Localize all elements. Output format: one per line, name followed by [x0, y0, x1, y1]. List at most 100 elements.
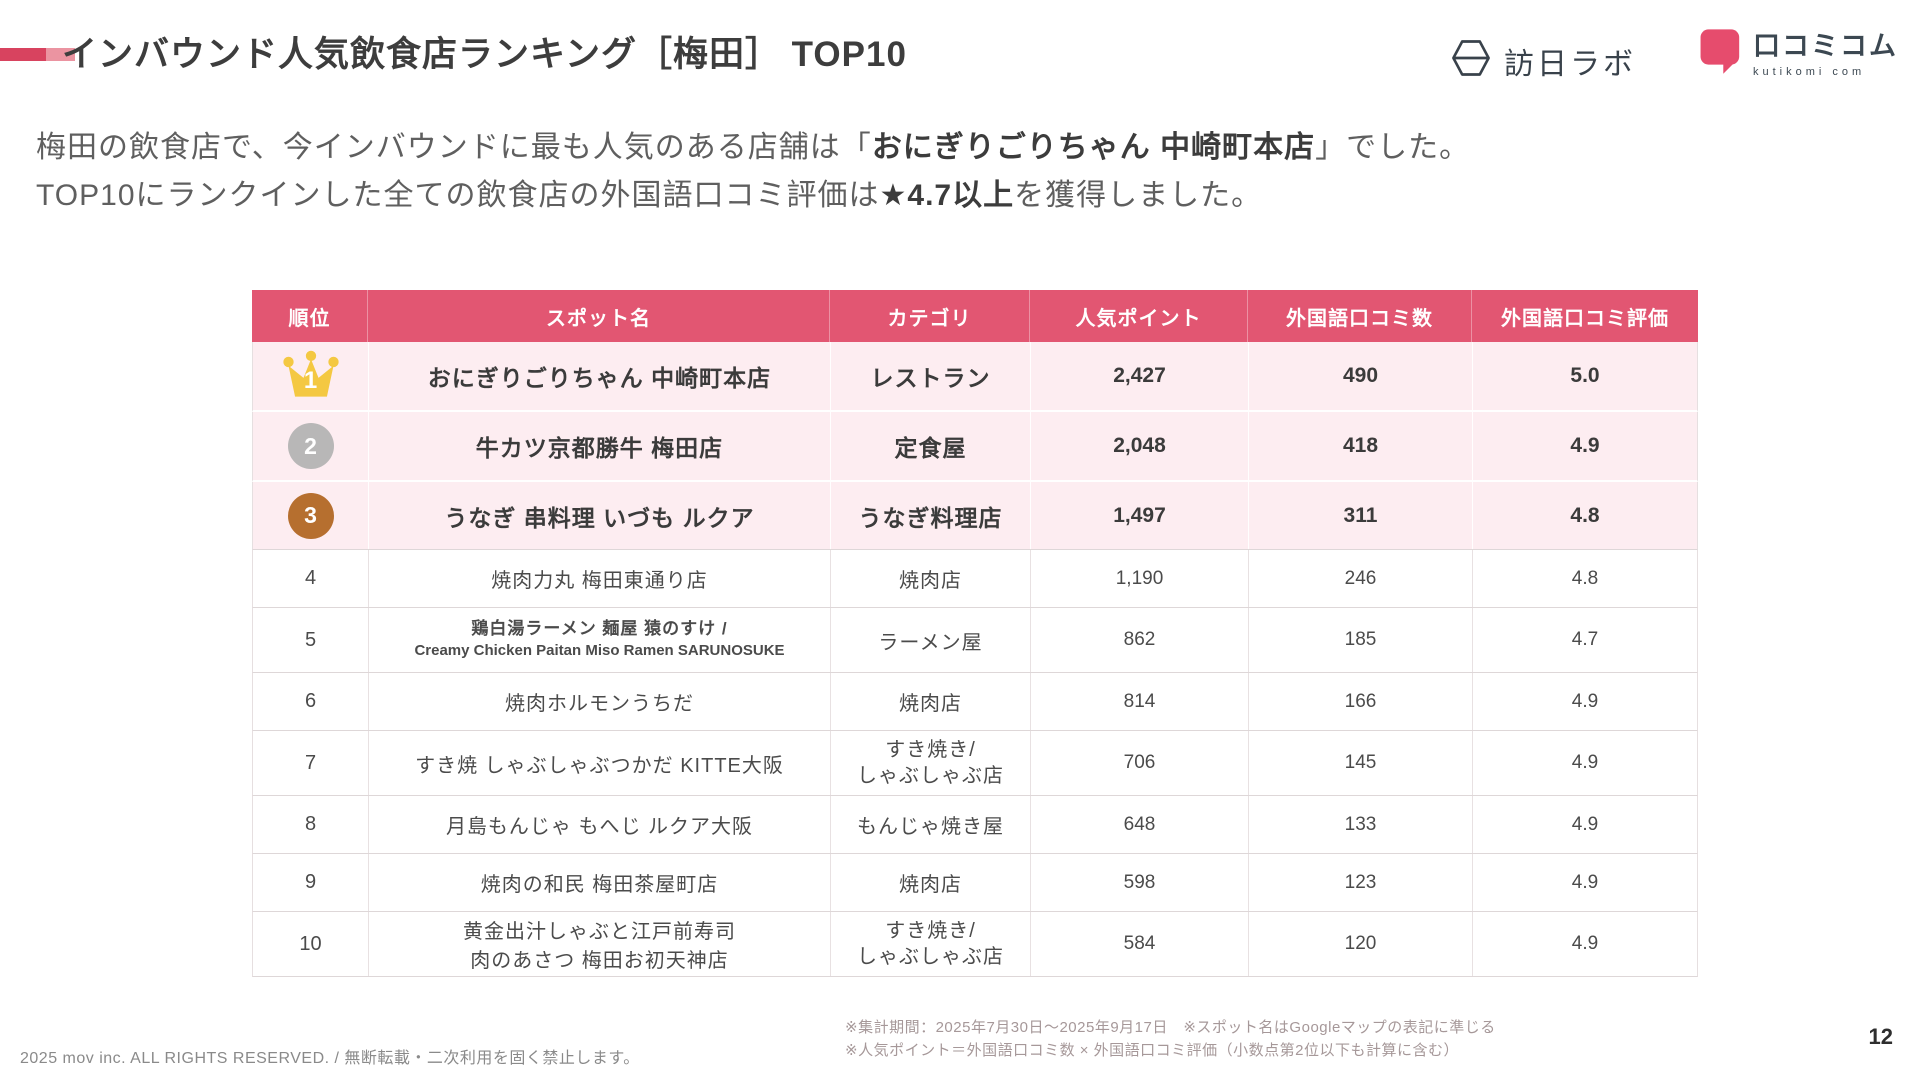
popularity-points: 598: [1031, 854, 1249, 911]
category: 焼肉店: [831, 550, 1031, 607]
speech-bubble-icon: [1698, 26, 1744, 81]
spot-name: 鶏白湯ラーメン 麺屋 猿のすけ / Creamy Chicken Paitan …: [369, 608, 831, 672]
header-review-rating: 外国語口コミ評価: [1501, 307, 1669, 330]
footnote-line-1: ※集計期間：2025年7月30日〜2025年9月17日 ※スポット名はGoogl…: [845, 1019, 1496, 1036]
table-row-7: 7 すき焼 しゃぶしゃぶつかだ KITTE大阪 すき焼き/ しゃぶしゃぶ店 70…: [252, 731, 1698, 796]
category: 定食屋: [831, 412, 1031, 480]
header-spot-name: スポット名: [368, 290, 830, 342]
header-category: カテゴリ: [830, 290, 1030, 342]
spot-name: すき焼 しゃぶしゃぶつかだ KITTE大阪: [369, 731, 831, 795]
page-title: インバウンド人気飲食店ランキング［梅田］ TOP10: [62, 35, 907, 74]
popularity-points: 648: [1031, 796, 1249, 853]
intro-line-2: TOP10にランクインした全ての飲食店の外国語口コミ評価は★4.7以上を獲得しま…: [36, 179, 1263, 212]
rank-cell: 2: [253, 412, 369, 480]
spot-name: 焼肉力丸 梅田東通り店: [369, 550, 831, 607]
popularity-points: 814: [1031, 673, 1249, 730]
copyright-text: 2025 mov inc. ALL RIGHTS RESERVED. / 無断転…: [20, 1050, 640, 1067]
popularity-points: 1,190: [1031, 550, 1249, 607]
popularity-points: 584: [1031, 912, 1249, 976]
review-count: 185: [1249, 608, 1473, 672]
category: 焼肉店: [831, 673, 1031, 730]
category: もんじゃ焼き屋: [831, 796, 1031, 853]
rank-cell: 10: [253, 912, 369, 976]
spot-name: 焼肉ホルモンうちだ: [369, 673, 831, 730]
review-rating: 5.0: [1570, 364, 1600, 387]
table-row-8: 8 月島もんじゃ もへじ ルクア大阪 もんじゃ焼き屋 648 133 4.9: [252, 796, 1698, 854]
header-popularity-points: 人気ポイント: [1030, 290, 1248, 342]
review-count: 123: [1249, 854, 1473, 911]
table-row-2: 2 牛カツ京都勝牛 梅田店 定食屋 2,048 418 4.9: [252, 412, 1698, 482]
rank-cell: 9: [253, 854, 369, 911]
review-count: 246: [1249, 550, 1473, 607]
ranking-table: 順位 スポット名 カテゴリ 人気ポイント 外国語口コミ数 外国語口コミ評価 1 …: [252, 290, 1698, 977]
review-rating: 4.9: [1571, 690, 1599, 712]
review-rating: 4.7: [1571, 629, 1599, 650]
review-rating: 4.9: [1571, 752, 1599, 773]
rank-3-badge: 3: [287, 492, 334, 539]
rank-cell: 8: [253, 796, 369, 853]
review-rating: 4.8: [1570, 503, 1600, 527]
header-rank: 順位: [252, 290, 368, 342]
page-number: 12: [1868, 1024, 1893, 1049]
table-row-10: 10 黄金出汁しゃぶと江戸前寿司 肉のあさつ 梅田お初天神店 すき焼き/ しゃぶ…: [252, 912, 1698, 977]
rank-cell: 6: [253, 673, 369, 730]
header-review-count: 外国語口コミ数: [1248, 290, 1472, 342]
title-accent-light: [46, 48, 75, 61]
crown-rank-1-icon: 1: [281, 349, 341, 403]
category: すき焼き/ しゃぶしゃぶ店: [831, 912, 1031, 976]
review-count: 120: [1249, 912, 1473, 976]
rank-cell: 3: [253, 482, 369, 549]
popularity-points: 862: [1031, 608, 1249, 672]
rank-cell: 1: [253, 342, 369, 410]
title-accent-dark: [0, 48, 46, 61]
spot-name: おにぎりごりちゃん 中崎町本店: [369, 342, 831, 410]
footnote-line-2: ※人気ポイント＝外国語口コミ数 × 外国語口コミ評価（小数点第2位以下も計算に含…: [845, 1042, 1460, 1060]
popularity-points: 706: [1031, 731, 1249, 795]
table-row-9: 9 焼肉の和民 梅田茶屋町店 焼肉店 598 123 4.9: [252, 854, 1698, 912]
spot-name: 黄金出汁しゃぶと江戸前寿司 肉のあさつ 梅田お初天神店: [369, 912, 831, 976]
kutikomi-subtitle: kutikomi com: [1753, 65, 1866, 78]
review-count: 418: [1249, 412, 1473, 480]
review-count: 166: [1249, 673, 1473, 730]
review-rating: 4.9: [1571, 933, 1599, 954]
honichi-lab-logo: 訪日ラボ: [1448, 36, 1636, 85]
rank-cell: 5: [253, 608, 369, 672]
spot-name: 月島もんじゃ もへじ ルクア大阪: [369, 796, 831, 853]
rating-highlight: ★4.7以上: [879, 179, 1015, 212]
kutikomi-wordmark: 口コミコム: [1753, 31, 1898, 61]
table-row-6: 6 焼肉ホルモンうちだ 焼肉店 814 166 4.9: [252, 673, 1698, 731]
table-row-5: 5 鶏白湯ラーメン 麺屋 猿のすけ / Creamy Chicken Paita…: [252, 608, 1698, 673]
spot-name: 焼肉の和民 梅田茶屋町店: [369, 854, 831, 911]
spot-name: 牛カツ京都勝牛 梅田店: [369, 412, 831, 480]
review-rating: 4.9: [1571, 871, 1599, 893]
category: ラーメン屋: [831, 608, 1031, 672]
review-count: 311: [1249, 482, 1473, 549]
kutikomi-logo: 口コミコム kutikomi com: [1698, 26, 1898, 81]
category: うなぎ料理店: [831, 482, 1031, 549]
table-header-row: 順位 スポット名 カテゴリ 人気ポイント 外国語口コミ数 外国語口コミ評価: [252, 290, 1698, 342]
table-row-4: 4 焼肉力丸 梅田東通り店 焼肉店 1,190 246 4.8: [252, 550, 1698, 608]
category: 焼肉店: [831, 854, 1031, 911]
popularity-points: 2,427: [1031, 342, 1249, 410]
intro-line-1: 梅田の飲食店で、今インバウンドに最も人気のある店舗は「おにぎりごりちゃん 中崎町…: [36, 131, 1471, 164]
table-row-1: 1 おにぎりごりちゃん 中崎町本店 レストラン 2,427 490 5.0: [252, 342, 1698, 412]
review-rating: 4.8: [1571, 567, 1599, 589]
rank-2-badge: 2: [287, 423, 334, 469]
table-row-3: 3 うなぎ 串料理 いづも ルクア うなぎ料理店 1,497 311 4.8: [252, 482, 1698, 550]
review-count: 490: [1249, 342, 1473, 410]
top-spot-name-highlight: おにぎりごりちゃん 中崎町本店: [871, 131, 1316, 164]
intro-paragraph: 梅田の飲食店で、今インバウンドに最も人気のある店舗は「おにぎりごりちゃん 中崎町…: [36, 124, 1470, 220]
review-count: 133: [1249, 796, 1473, 853]
rank-cell: 4: [253, 550, 369, 607]
lantern-hexagon-icon: [1448, 36, 1494, 85]
review-count: 145: [1249, 731, 1473, 795]
category: すき焼き/ しゃぶしゃぶ店: [831, 731, 1031, 795]
footnotes: ※集計期間：2025年7月30日〜2025年9月17日 ※スポット名はGoogl…: [845, 1016, 1496, 1063]
popularity-points: 1,497: [1031, 482, 1249, 549]
spot-name: うなぎ 串料理 いづも ルクア: [369, 482, 831, 549]
honichi-lab-wordmark: 訪日ラボ: [1504, 47, 1636, 81]
rank-cell: 7: [253, 731, 369, 795]
review-rating: 4.9: [1570, 434, 1600, 457]
category: レストラン: [831, 342, 1031, 410]
popularity-points: 2,048: [1031, 412, 1249, 480]
